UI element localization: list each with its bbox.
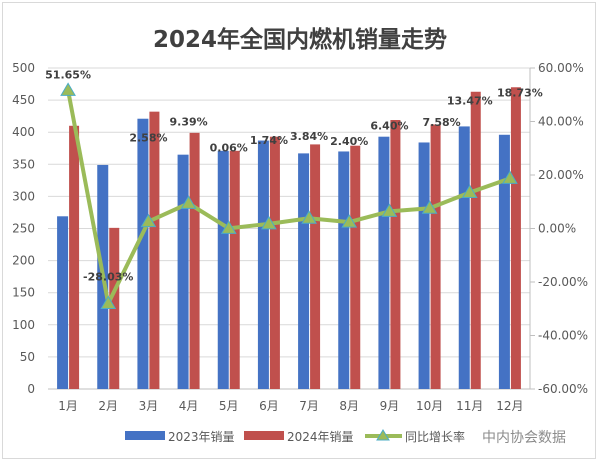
y-left-tick-label: 200 — [12, 254, 35, 268]
x-tick-label: 7月 — [299, 399, 319, 413]
legend-label-2023: 2023年销量 — [168, 430, 235, 444]
x-tick-label: 6月 — [259, 399, 279, 413]
bar-2024 — [310, 144, 321, 389]
y-left-tick-label: 300 — [12, 189, 35, 203]
y-left-tick-label: 500 — [12, 61, 35, 75]
growth-marker — [502, 170, 518, 184]
bar-2023 — [137, 118, 149, 389]
growth-marker — [301, 210, 317, 224]
y-right-tick-label: 20.00% — [538, 168, 584, 182]
growth-data-label: 2.40% — [330, 135, 368, 148]
legend-label-growth: 同比增长率 — [405, 429, 465, 444]
bar-2024 — [229, 150, 240, 389]
growth-marker — [140, 213, 157, 228]
growth-data-label: 9.39% — [169, 115, 207, 128]
growth-data-label: 13.47% — [447, 94, 493, 107]
x-tick-label: 9月 — [380, 399, 400, 413]
growth-marker — [341, 214, 358, 228]
y-right-tick-label: -40.00% — [538, 329, 588, 343]
bar-2023 — [498, 134, 510, 389]
growth-marker — [60, 82, 76, 96]
bar-2023 — [298, 153, 310, 389]
growth-marker — [180, 195, 197, 209]
bar-2024 — [189, 132, 200, 390]
legend-label-2024: 2024年销量 — [287, 430, 354, 444]
bar-2024 — [69, 125, 80, 389]
growth-marker — [421, 200, 438, 214]
bar-2024 — [430, 124, 441, 389]
growth-data-label: 3.84% — [290, 130, 328, 143]
growth-marker — [381, 203, 398, 217]
bar-2023 — [217, 150, 229, 389]
growth-data-label: 18.73% — [497, 86, 543, 99]
x-tick-label: 8月 — [339, 399, 359, 413]
growth-marker — [261, 215, 277, 230]
y-left-tick-label: 400 — [12, 125, 35, 139]
x-tick-label: 11月 — [456, 399, 483, 413]
y-left-tick-label: 450 — [12, 93, 35, 107]
x-tick-label: 2月 — [98, 399, 118, 413]
growth-data-label: -28.03% — [83, 270, 133, 283]
growth-data-label: 0.06% — [210, 141, 248, 154]
chart-title: 2024年全国内燃机销量走势 — [153, 26, 447, 53]
y-right-tick-label: -20.00% — [538, 275, 588, 289]
bar-2023 — [257, 140, 269, 389]
x-tick-label: 5月 — [219, 399, 239, 413]
bar-2023 — [458, 126, 470, 389]
legend-swatch-2023 — [125, 431, 165, 440]
bar-2023 — [57, 216, 69, 389]
y-left-tick-label: 350 — [12, 157, 35, 171]
bar-2024 — [269, 136, 280, 389]
y-right-tick-label: 40.00% — [538, 115, 584, 129]
bar-2024 — [350, 145, 361, 389]
x-tick-label: 4月 — [179, 399, 199, 413]
source-note: 中内协会数据 — [482, 430, 566, 446]
y-right-tick-label: -60.00% — [538, 382, 588, 396]
x-tick-label: 10月 — [416, 399, 443, 413]
bar-2024 — [390, 120, 401, 389]
bar-2023 — [418, 142, 430, 389]
bar-2023 — [177, 154, 189, 389]
y-left-tick-label: 50 — [20, 350, 35, 364]
growth-data-label: 6.40% — [370, 119, 408, 132]
y-left-tick-label: 100 — [12, 318, 35, 332]
y-right-tick-label: 60.00% — [538, 61, 584, 75]
x-tick-label: 3月 — [139, 399, 159, 413]
growth-marker — [461, 184, 478, 198]
growth-data-label: 1.74% — [250, 134, 288, 147]
bar-2024 — [510, 87, 521, 389]
y-left-tick-label: 250 — [12, 222, 35, 236]
growth-data-label: 2.58% — [129, 132, 167, 145]
bar-2023 — [378, 136, 390, 389]
legend: 2023年销量 2024年销量 同比增长率 中内协会数据 — [125, 429, 566, 446]
y-right-tick-label: 0.00% — [538, 222, 576, 236]
bar-2024 — [149, 111, 160, 389]
growth-marker — [220, 220, 237, 234]
legend-swatch-2024 — [244, 431, 284, 440]
growth-data-label: 51.65% — [45, 68, 91, 81]
legend-marker-growth — [376, 429, 390, 441]
y-left-tick-label: 150 — [12, 286, 35, 300]
y-left-tick-label: 0 — [27, 382, 35, 396]
chart-frame — [2, 2, 596, 459]
growth-data-label: 7.58% — [422, 116, 460, 129]
bar-2023 — [338, 151, 350, 389]
x-tick-label: 1月 — [58, 399, 78, 413]
growth-line — [66, 89, 511, 306]
bar-2024 — [470, 91, 481, 389]
growth-marker — [100, 295, 117, 309]
x-tick-label: 12月 — [496, 399, 523, 413]
